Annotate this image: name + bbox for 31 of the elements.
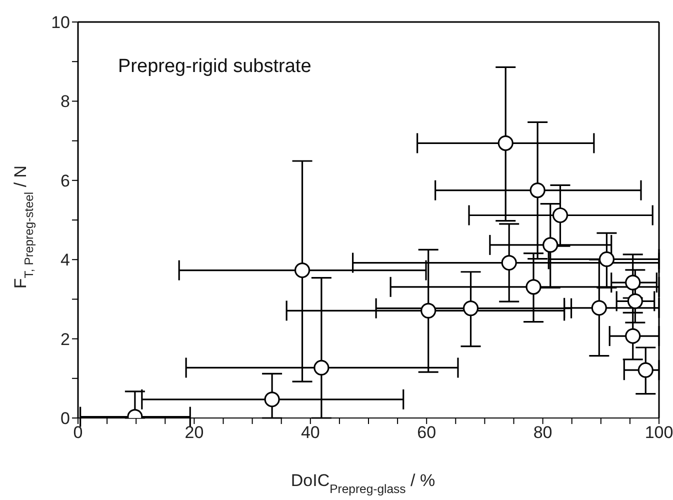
- y-tick-label: 0: [60, 409, 70, 428]
- y-tick-label: 2: [60, 330, 70, 349]
- annotation: Prepreg-rigid substrate: [118, 56, 312, 77]
- x-tick-label: 100: [644, 423, 673, 442]
- y-tick-label: 6: [60, 171, 70, 190]
- x-tick-label: 0: [73, 423, 83, 442]
- x-tick-label: 20: [184, 423, 204, 442]
- y-tick-label: 4: [60, 250, 70, 270]
- point: [591, 300, 607, 316]
- point: [625, 274, 641, 290]
- point: [530, 182, 546, 198]
- point: [420, 302, 436, 318]
- point: [638, 362, 654, 378]
- point: [526, 279, 542, 295]
- x-tick-label: 60: [417, 423, 436, 442]
- point: [264, 392, 280, 408]
- point: [625, 328, 641, 344]
- point: [501, 254, 517, 271]
- point: [542, 237, 558, 253]
- point: [598, 251, 615, 268]
- y-tick-label: 8: [60, 92, 70, 112]
- point: [627, 293, 643, 309]
- x-tick-label: 80: [533, 423, 552, 442]
- point: [498, 135, 514, 151]
- point: [462, 300, 479, 316]
- x-axis-title: DoIC$_{Prepreg-glass}$ / %: [290, 471, 436, 496]
- point: [294, 262, 310, 278]
- point: [552, 207, 568, 224]
- y-tick-label: 10: [51, 13, 70, 32]
- point: [314, 360, 330, 376]
- x-tick-label: 40: [300, 423, 320, 442]
